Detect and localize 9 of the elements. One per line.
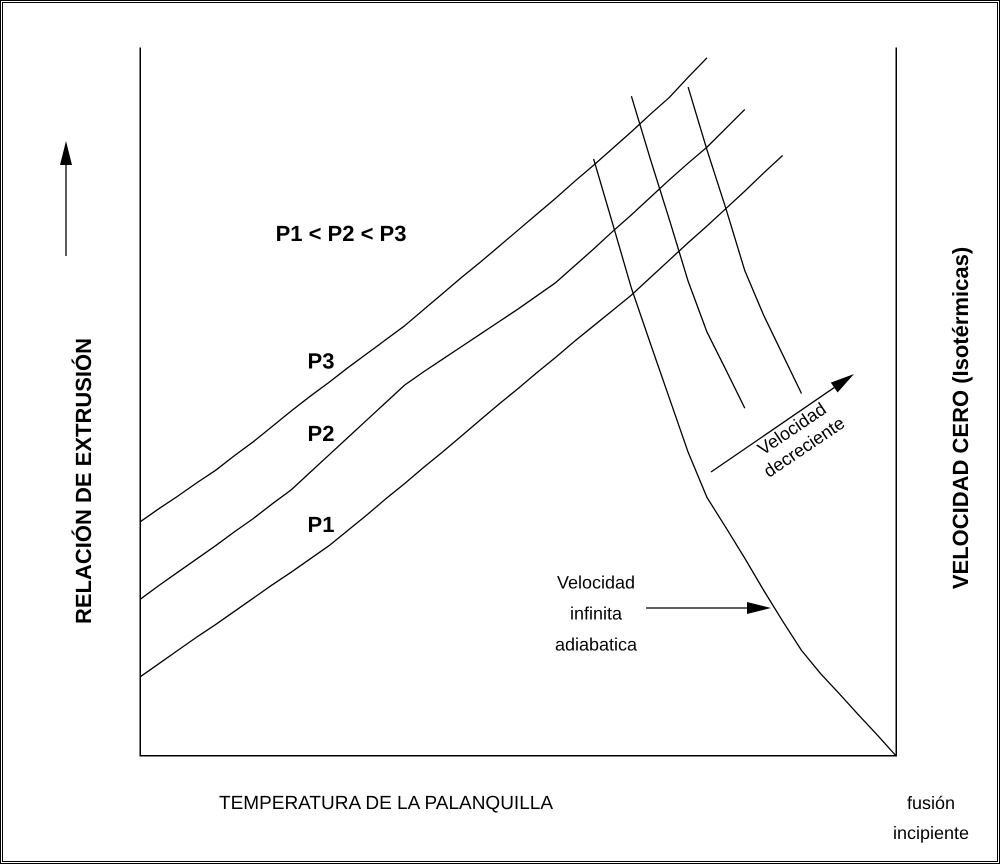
y2-axis-title: VELOCIDAD CERO (Isotérmicas) — [948, 246, 974, 590]
x-axis-title: TEMPERATURA DE LA PALANQUILLA — [218, 793, 554, 815]
series-label: P2 — [308, 421, 334, 446]
annotation: Velocidad infinita adiabatica — [554, 572, 638, 656]
annotation: P1 < P2 < P3 — [276, 221, 406, 247]
text: fusión incipiente — [892, 792, 970, 845]
y-axis-title: RELACIÓN DE EXTRUSIÓN — [71, 338, 97, 624]
series-label: P1 — [308, 512, 334, 537]
series-label: P3 — [308, 348, 334, 374]
